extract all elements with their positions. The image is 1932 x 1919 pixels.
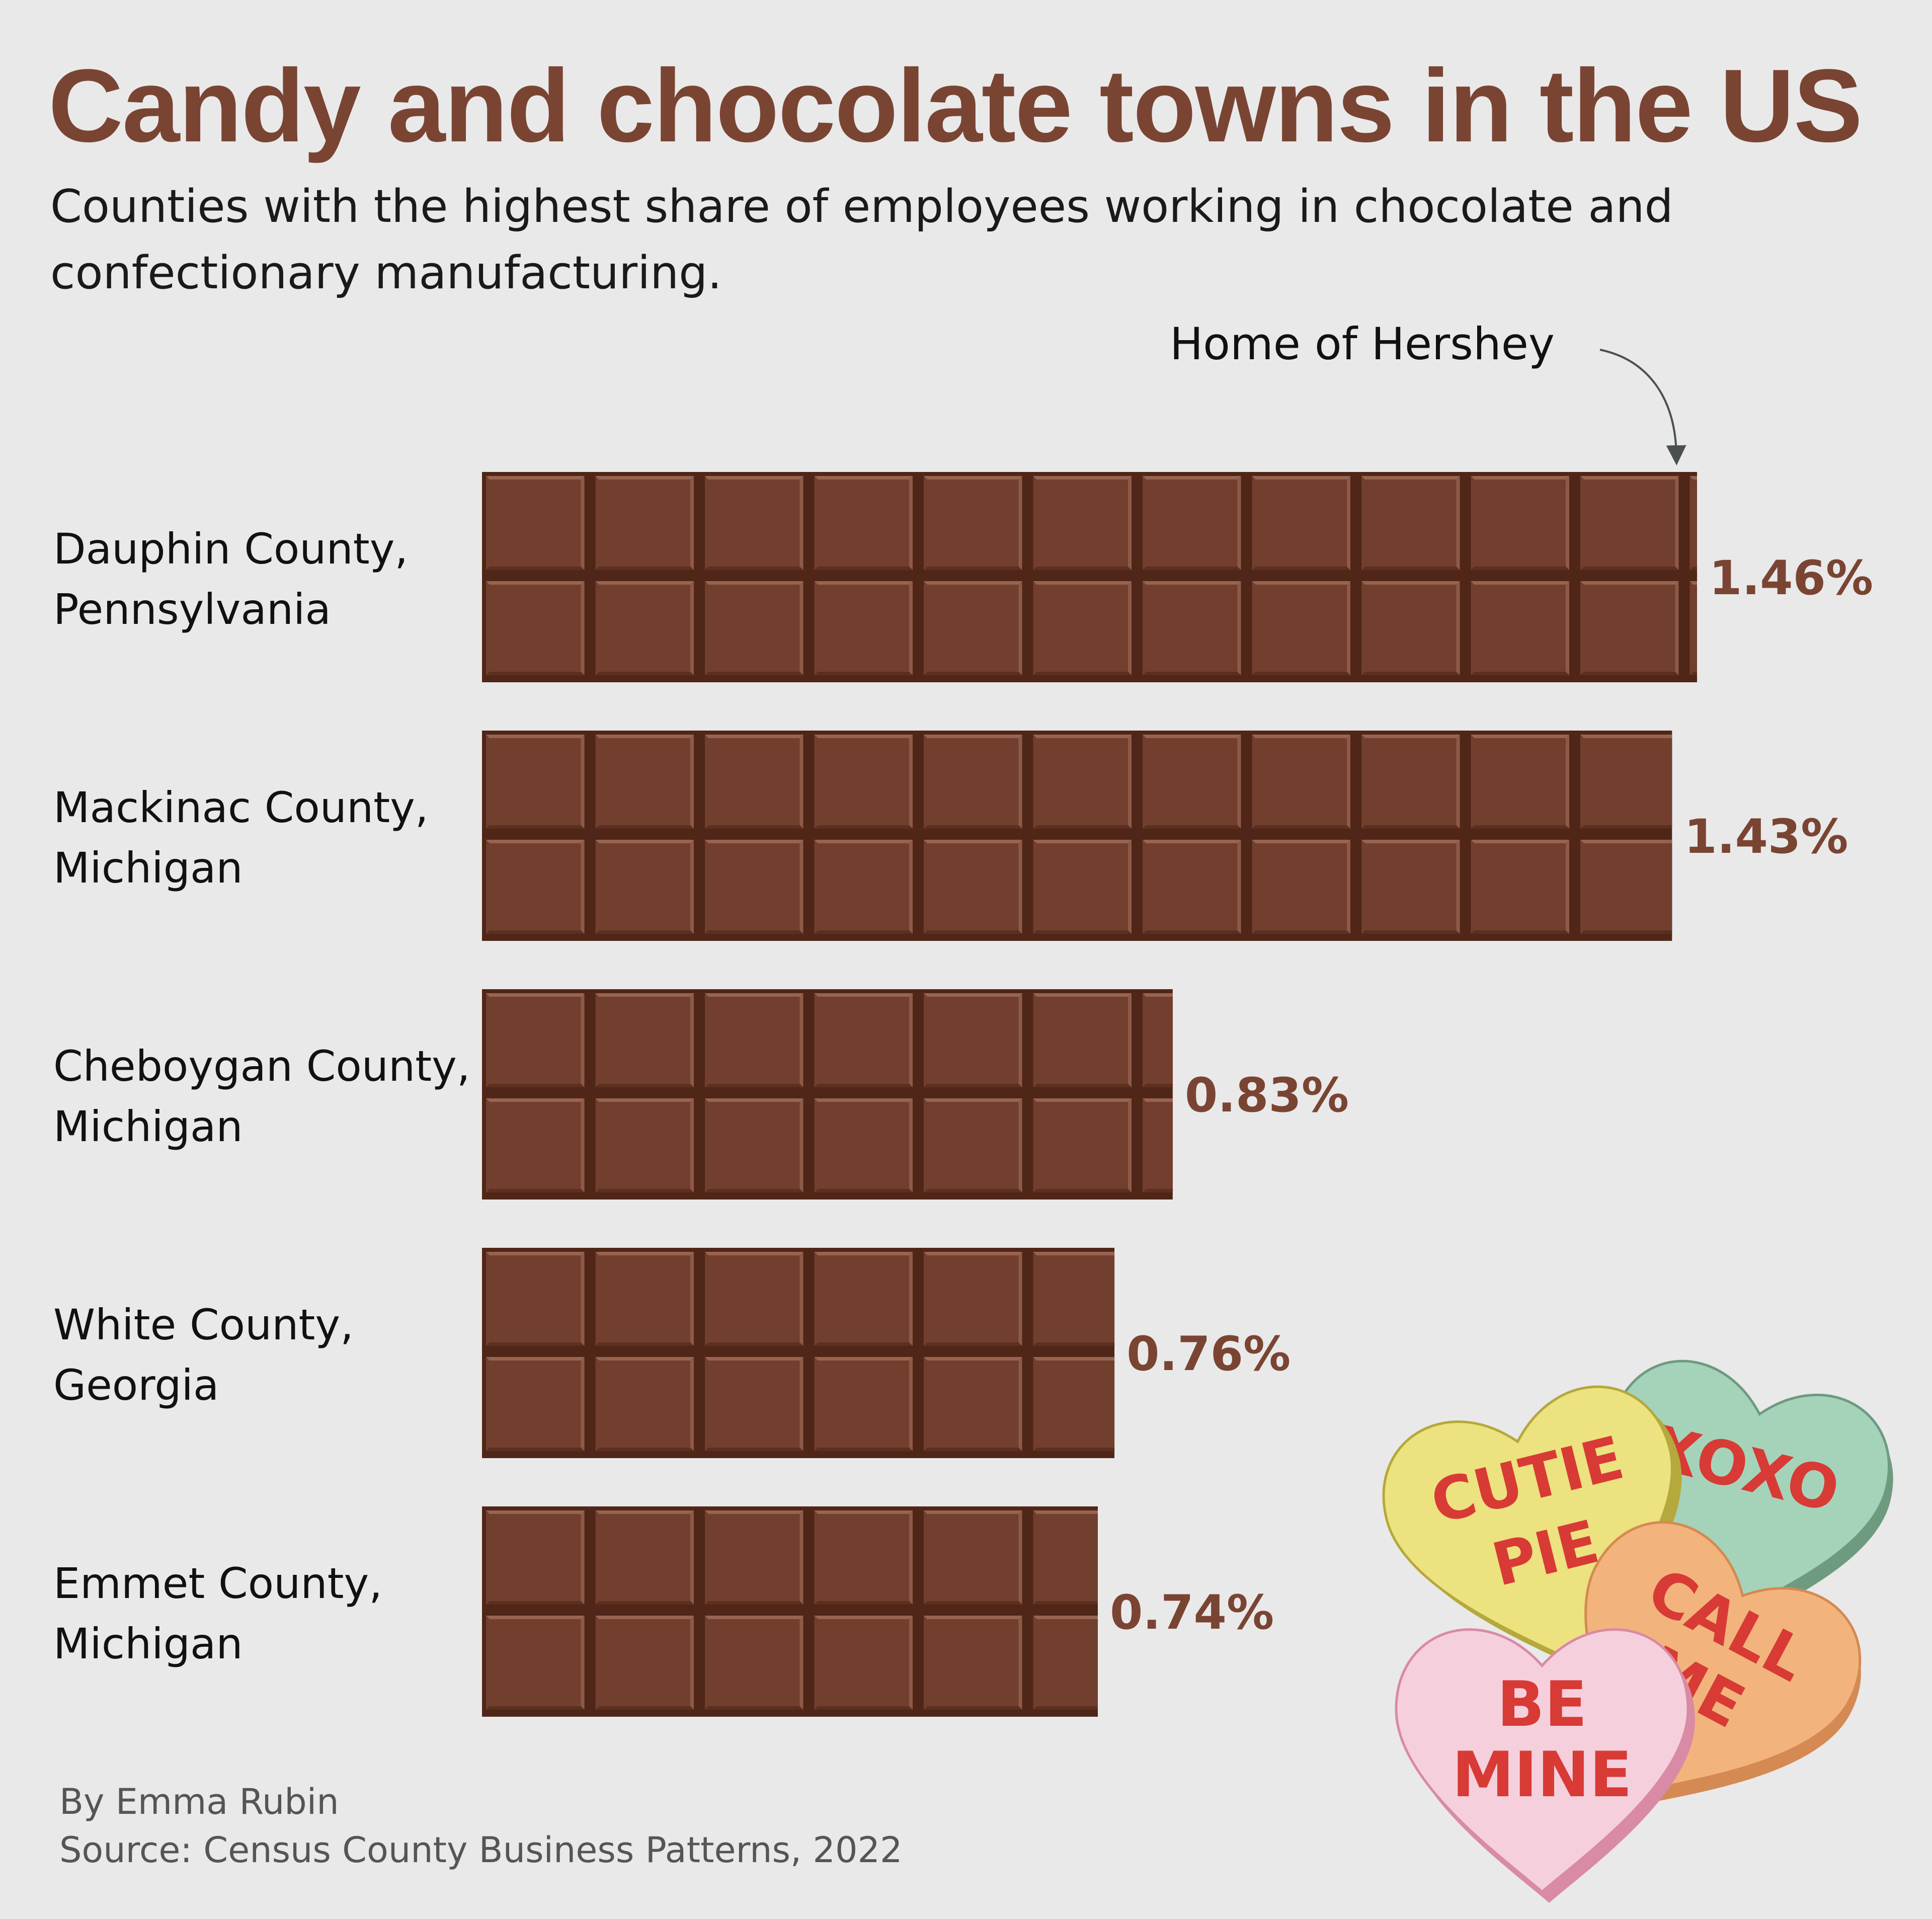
- value-label: 1.46%: [1709, 551, 1873, 606]
- chart-title: Candy and chocolate towns in the US: [48, 48, 1863, 164]
- category-label-line: Cheboygan County,: [53, 1042, 470, 1091]
- bars-layer: Dauphin County, Pennsylvania 1.46% Mackinac…: [53, 472, 1873, 1717]
- candy-heart-text: BE MINE: [1452, 1668, 1632, 1811]
- category-label: Emmet County, Michigan: [53, 1559, 382, 1668]
- candy-heart-text-line: BE: [1497, 1668, 1587, 1741]
- category-label-line: Dauphin County,: [53, 524, 408, 574]
- category-label-line: White County,: [53, 1300, 354, 1349]
- chocolate-bar: [482, 1506, 1098, 1717]
- value-label: 1.43%: [1684, 810, 1848, 864]
- value-label: 0.76%: [1126, 1327, 1291, 1382]
- category-label-line: Michigan: [53, 1619, 243, 1668]
- category-label: Dauphin County, Pennsylvania: [53, 524, 408, 634]
- candy-heart: BE MINE: [1395, 1628, 1695, 1903]
- chocolate-bar: [482, 731, 1672, 941]
- candy-heart-text-line: MINE: [1452, 1739, 1632, 1811]
- category-label: White County, Georgia: [53, 1300, 354, 1410]
- category-label-line: Pennsylvania: [53, 585, 331, 634]
- chart-subtitle: Counties with the highest share of emplo…: [50, 180, 1673, 299]
- chocolate-bar: [482, 472, 1697, 682]
- chocolate-bar: [482, 1248, 1115, 1458]
- category-label: Cheboygan County, Michigan: [53, 1042, 470, 1151]
- value-label: 0.83%: [1185, 1068, 1349, 1123]
- category-label: Mackinac County, Michigan: [53, 783, 429, 893]
- annotation-arrow: [1599, 349, 1686, 465]
- category-label-line: Michigan: [53, 843, 243, 893]
- category-label-line: Georgia: [53, 1361, 219, 1410]
- category-label-line: Mackinac County,: [53, 783, 429, 832]
- category-label-line: Michigan: [53, 1102, 243, 1151]
- value-label: 0.74%: [1110, 1585, 1274, 1640]
- hershey-annotation: Home of Hershey: [1170, 318, 1555, 370]
- chocolate-bar: [482, 989, 1173, 1200]
- byline: By Emma Rubin: [59, 1781, 339, 1822]
- source-note: Source: Census County Business Patterns,…: [59, 1829, 903, 1871]
- category-label-line: Emmet County,: [53, 1559, 382, 1608]
